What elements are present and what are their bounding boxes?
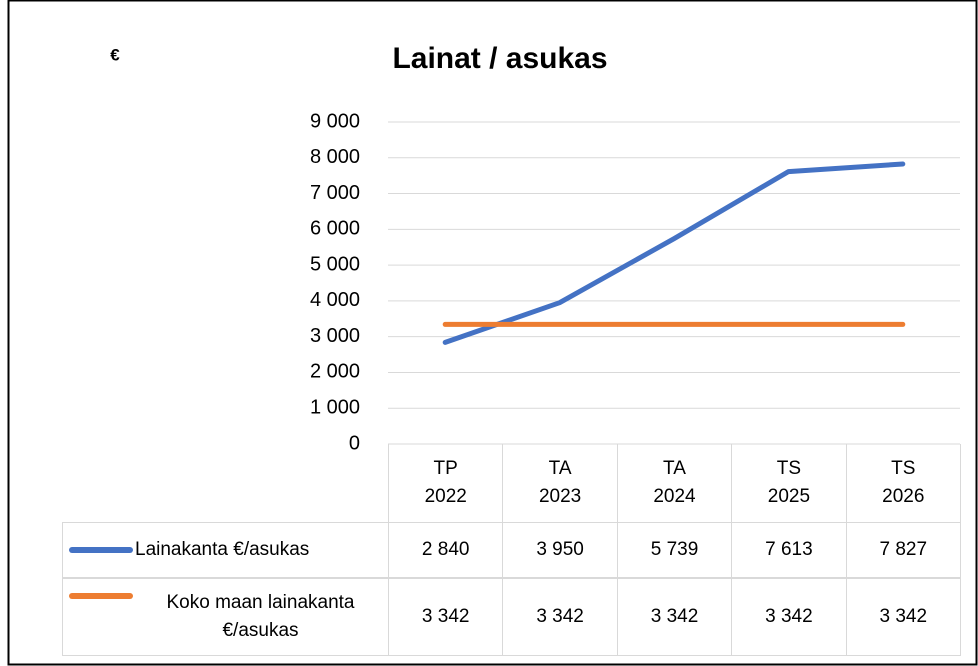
category-cell: TA 2024 <box>616 444 733 522</box>
row-label-cell: Lainakanta €/asukas <box>62 522 389 578</box>
category-cell: TP 2022 <box>388 444 504 522</box>
value-cell: 3 950 <box>502 522 618 578</box>
row-label-cell: Koko maan lainakanta €/asukas <box>62 578 389 656</box>
cell-text: 3 342 <box>765 605 813 627</box>
category-cell: TA 2023 <box>502 444 618 522</box>
value-cell: 3 342 <box>845 578 961 656</box>
cell-text: 3 950 <box>536 538 584 560</box>
value-cell: 3 342 <box>616 578 733 656</box>
chart-border <box>7 0 978 666</box>
value-cell: 3 342 <box>388 578 504 656</box>
value-cell: 5 739 <box>616 522 733 578</box>
y-tick-label: 2 000 <box>310 361 360 383</box>
y-tick-label: 8 000 <box>310 146 360 168</box>
category-cell: TS 2026 <box>845 444 961 522</box>
cell-text: 7 613 <box>765 538 813 560</box>
y-tick-label: 5 000 <box>310 253 360 275</box>
y-tick-label: 7 000 <box>310 182 360 204</box>
cell-text: TS 2025 <box>767 457 811 508</box>
y-tick-label: 6 000 <box>310 218 360 240</box>
value-cell: 7 613 <box>731 522 847 578</box>
cell-text: 3 342 <box>536 605 584 627</box>
value-cell: 2 840 <box>388 522 504 578</box>
series-line <box>442 161 906 345</box>
cell-text: TA 2024 <box>653 457 696 508</box>
value-cell: 7 827 <box>845 522 961 578</box>
cell-text: 3 342 <box>650 605 699 627</box>
y-tick-label: 0 <box>349 432 360 454</box>
cell-text: 5 739 <box>650 538 699 560</box>
cell-text: 3 342 <box>879 605 928 627</box>
cell-text: 2 840 <box>421 538 470 560</box>
cell-text: 3 342 <box>421 605 470 627</box>
category-cell: TS 2025 <box>731 444 847 522</box>
y-tick-label: 9 000 <box>310 110 360 132</box>
y-tick-label: 1 000 <box>310 397 360 419</box>
value-cell: 3 342 <box>502 578 618 656</box>
cell-text: TS 2026 <box>882 457 925 508</box>
value-cell: 3 342 <box>731 578 847 656</box>
cell-text: TA 2023 <box>538 457 582 508</box>
legend-label: Koko maan lainakanta €/asukas <box>166 591 355 642</box>
cell-text: 7 827 <box>879 538 928 560</box>
y-tick-label: 4 000 <box>310 289 360 311</box>
y-axis-title: € <box>110 45 120 64</box>
cell-text: TP 2022 <box>424 457 467 508</box>
legend-label: Lainakanta €/asukas <box>135 538 310 560</box>
y-tick-label: 3 000 <box>310 325 360 347</box>
chart-title: Lainat / asukas <box>392 42 607 75</box>
